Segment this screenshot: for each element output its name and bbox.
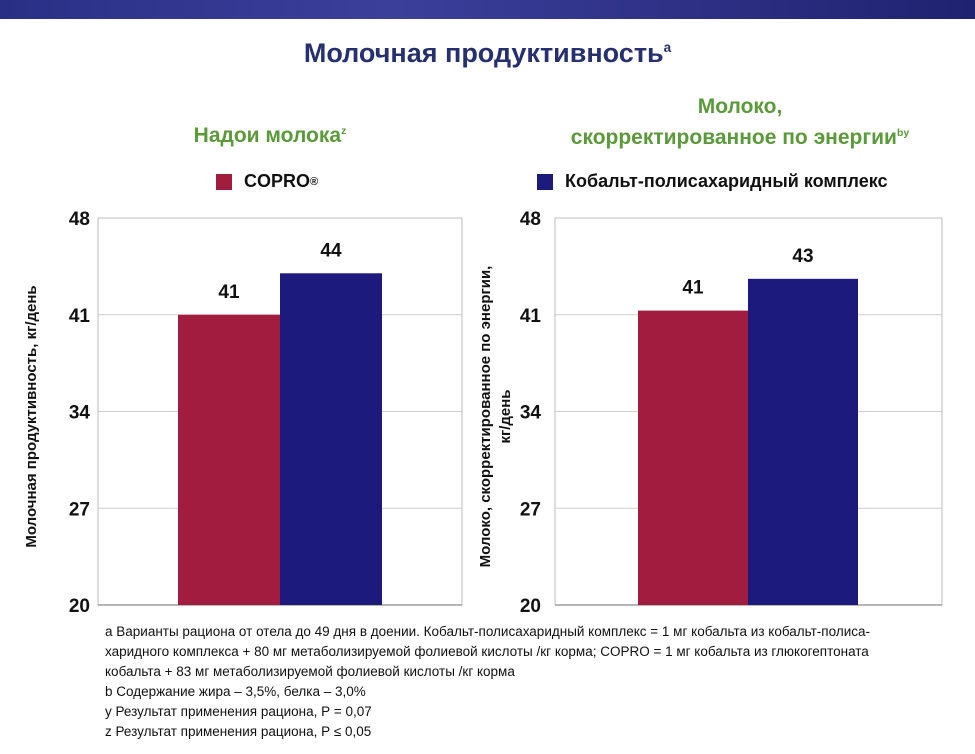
chart2-title: Молоко, скорректированное по энергииby: [520, 93, 960, 151]
chart1-y-axis-title: Молочная продуктивность, кг/день: [23, 285, 40, 547]
legend-label-copro: COPRO: [244, 171, 311, 191]
footnotes: a Варианты рациона от отела до 49 дня в …: [105, 622, 965, 742]
legend-swatch-cobalt: [537, 173, 553, 190]
chart1-title-text: Надои молока: [193, 124, 342, 147]
legend-sup-copro: ®: [310, 175, 319, 188]
legend-label-cobalt: Кобальт-полисахаридный комплекс: [565, 171, 888, 191]
footnote-y: y Результат применения рациона, Р = 0,07: [105, 704, 372, 719]
chart2-y-axis-title-line2: кг/день: [497, 389, 514, 443]
chart2-data-label: 43: [792, 246, 813, 267]
legend-swatch-copro: [216, 173, 232, 190]
chart1-tick-label: 27: [69, 499, 90, 520]
chart1-tick-label: 48: [69, 209, 90, 230]
chart2-title-line1: Молоко,: [697, 95, 783, 118]
footnote-a-line1: a Варианты рациона от отела до 49 дня в …: [105, 624, 870, 639]
page-title-sup: a: [663, 40, 672, 55]
chart1-data-label: 44: [320, 240, 342, 261]
legend-item-cobalt: Кобальт-полисахаридный комплекс: [537, 171, 888, 192]
chart2-y-axis-title-line1: Молоко, скорректированное по энергии,: [477, 266, 494, 568]
page-title-text: Молочная продуктивность: [303, 38, 664, 68]
chart1-bar-copro: [178, 314, 280, 605]
chart2-tick-label: 20: [520, 596, 541, 617]
chart1-bar-cobalt: [280, 273, 382, 605]
chart1-data-label: 41: [218, 282, 240, 303]
chart2-tick-label: 27: [520, 499, 541, 520]
page-title: Молочная продуктивностьa: [0, 38, 975, 69]
chart1-tick-label: 34: [69, 403, 91, 424]
legend-item-copro: COPRO ®: [216, 171, 318, 192]
footnote-z: z Результат применения рациона, Р ≤ 0,05: [105, 724, 372, 739]
top-banner: [0, 0, 975, 19]
chart2-bar-copro: [638, 310, 748, 605]
chart1-title-sup: z: [341, 125, 347, 137]
footnote-b: b Содержание жира – 3,5%, белка – 3,0%: [105, 684, 366, 699]
chart2-data-label: 41: [682, 278, 704, 299]
chart1-tick-label: 20: [69, 596, 90, 617]
chart2-tick-label: 41: [520, 306, 542, 327]
chart2-tick-label: 34: [520, 403, 542, 424]
chart1-title: Надои молокаz: [140, 118, 400, 149]
chart2-bar-cobalt: [748, 278, 858, 605]
footnote-a-line2: харидного комплекса + 80 мг метаболизиру…: [105, 644, 869, 659]
footnote-a-line3: кобальта + 83 мг метаболизируемой фолиев…: [105, 664, 515, 679]
chart2-title-line2: скорректированное по энергии: [570, 126, 897, 149]
chart2-tick-label: 48: [520, 209, 541, 230]
chart1-tick-label: 41: [69, 306, 91, 327]
chart2-title-sup: by: [896, 127, 910, 139]
